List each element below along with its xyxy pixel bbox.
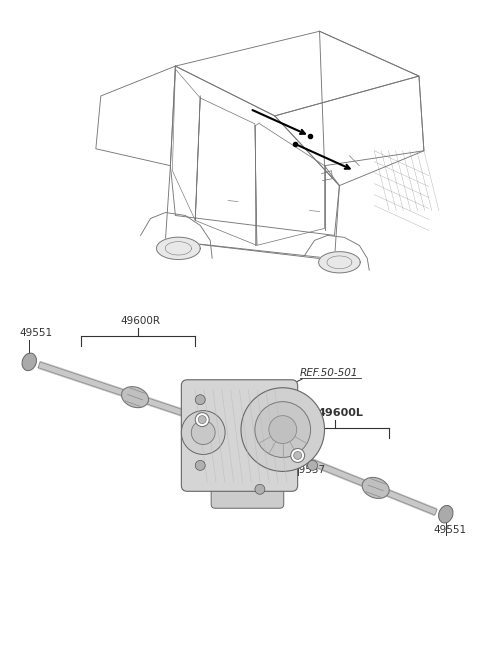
Ellipse shape [439,505,453,523]
Polygon shape [38,362,216,426]
Circle shape [241,388,324,471]
Circle shape [269,416,297,443]
Circle shape [195,413,209,426]
Text: 49600L: 49600L [318,407,363,418]
Polygon shape [156,237,200,260]
Text: 49557: 49557 [182,428,216,438]
Text: 49557: 49557 [293,465,326,476]
Circle shape [195,461,205,470]
Ellipse shape [121,387,148,407]
Circle shape [294,451,301,459]
Circle shape [291,449,305,463]
Circle shape [255,401,311,457]
FancyBboxPatch shape [181,380,298,491]
Circle shape [181,411,225,455]
Circle shape [255,484,265,494]
Circle shape [195,395,205,405]
Circle shape [198,416,206,424]
Circle shape [192,420,215,445]
Polygon shape [288,451,437,515]
Text: REF.50-501: REF.50-501 [300,368,358,378]
Text: 49600R: 49600R [120,316,160,326]
Text: 49551: 49551 [434,525,467,535]
Ellipse shape [362,478,389,499]
Text: 49551: 49551 [19,328,52,338]
FancyBboxPatch shape [211,478,284,509]
Ellipse shape [22,353,36,371]
Circle shape [308,461,318,470]
Polygon shape [319,252,360,273]
